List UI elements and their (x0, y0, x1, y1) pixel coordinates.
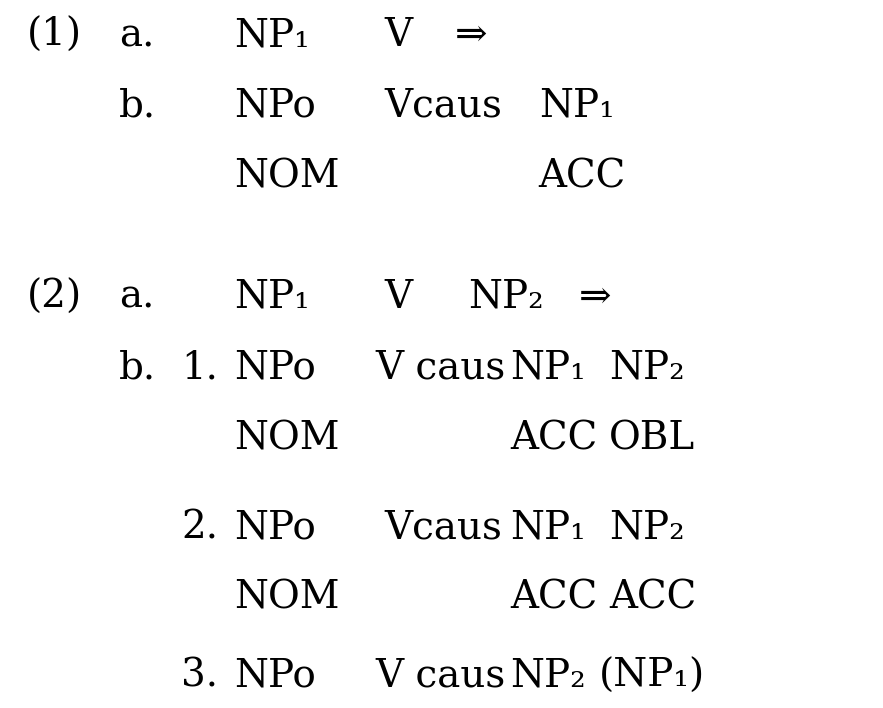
Text: (1): (1) (26, 17, 81, 54)
Text: NP₁: NP₁ (510, 509, 586, 546)
Text: 2.: 2. (181, 509, 218, 546)
Text: NP₂: NP₂ (468, 279, 544, 316)
Text: ACC: ACC (539, 159, 626, 195)
Text: NP₁: NP₁ (539, 88, 615, 125)
Text: ACC: ACC (609, 580, 697, 617)
Text: Vcaus: Vcaus (384, 509, 502, 546)
Text: NPo: NPo (234, 509, 316, 546)
Text: NP₁: NP₁ (510, 350, 586, 387)
Text: NP₂: NP₂ (609, 509, 685, 546)
Text: NPo: NPo (234, 658, 316, 695)
Text: a.: a. (119, 17, 155, 54)
Text: V caus: V caus (375, 350, 506, 387)
Text: NOM: NOM (234, 159, 339, 195)
Text: NPo: NPo (234, 88, 316, 125)
Text: V caus: V caus (375, 658, 506, 695)
Text: V: V (384, 17, 412, 54)
Text: NOM: NOM (234, 580, 339, 617)
Text: 3.: 3. (181, 658, 218, 695)
Text: (2): (2) (26, 279, 82, 316)
Text: OBL: OBL (609, 421, 696, 457)
Text: a.: a. (119, 279, 155, 316)
Text: Vcaus: Vcaus (384, 88, 502, 125)
Text: ACC: ACC (510, 580, 598, 617)
Text: NP₁: NP₁ (234, 279, 310, 316)
Text: NPo: NPo (234, 350, 316, 387)
Text: ACC: ACC (510, 421, 598, 457)
Text: NP₁: NP₁ (234, 17, 310, 54)
Text: (NP₁): (NP₁) (599, 658, 705, 695)
Text: NP₂: NP₂ (510, 658, 586, 695)
Text: 1.: 1. (181, 350, 218, 387)
Text: b.: b. (119, 88, 156, 125)
Text: b.: b. (119, 350, 156, 387)
Text: ⇒: ⇒ (455, 17, 487, 54)
Text: NP₂: NP₂ (609, 350, 685, 387)
Text: V: V (384, 279, 412, 316)
Text: ⇒: ⇒ (578, 279, 611, 316)
Text: NOM: NOM (234, 421, 339, 457)
